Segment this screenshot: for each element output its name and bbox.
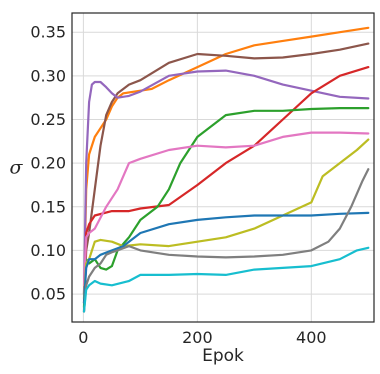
series-line-6	[82, 131, 370, 287]
series-line-8	[82, 211, 370, 304]
x-tick-label: 400	[296, 328, 327, 347]
y-tick-label: 0.20	[30, 154, 66, 173]
y-tick-label: 0.05	[30, 285, 66, 304]
series-line-10	[82, 246, 370, 313]
gridlines	[72, 13, 374, 322]
plot-frame	[71, 12, 375, 323]
y-tick-labels: 0.05 0.10 0.15 0.20 0.25 0.30 0.35	[30, 23, 66, 304]
series-line-5	[82, 106, 370, 309]
x-tick-label: 0	[78, 328, 88, 347]
x-tick-label: 200	[182, 328, 213, 347]
series-line-3	[82, 69, 370, 296]
series-line-4	[82, 65, 370, 313]
y-tick-label: 0.15	[30, 197, 66, 216]
series-line-7	[82, 138, 370, 300]
series-line-1	[82, 26, 370, 296]
series-line-2	[82, 42, 370, 304]
x-tick-labels: 0 200 400	[78, 328, 326, 347]
y-tick-label: 0.35	[30, 23, 66, 42]
y-tick-label: 0.30	[30, 66, 66, 85]
series-line-9	[82, 168, 370, 313]
y-tick-label: 0.25	[30, 110, 66, 129]
x-axis-label: Epok	[202, 346, 244, 366]
y-axis-label: σ	[10, 157, 24, 179]
y-tick-label: 0.10	[30, 241, 66, 260]
series-layer	[82, 26, 370, 313]
